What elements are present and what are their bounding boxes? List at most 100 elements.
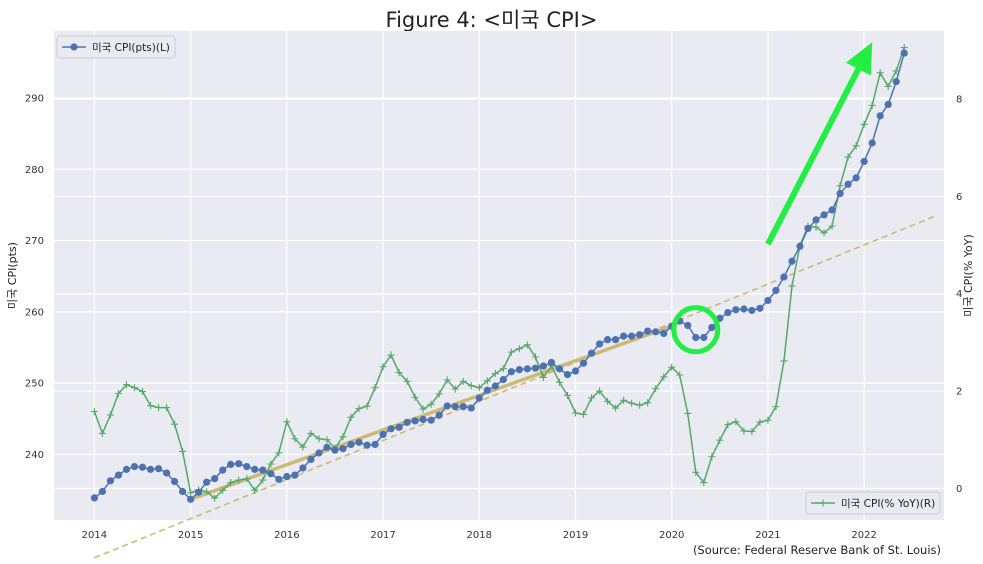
legend-yoy-marker — [819, 499, 827, 507]
cpi-point — [235, 460, 243, 468]
cpi-point — [620, 332, 628, 340]
x-tick-label: 2020 — [659, 530, 684, 541]
cpi-point — [371, 440, 379, 449]
cpi-point — [828, 206, 836, 214]
yoy-point — [243, 475, 251, 483]
yoy-point — [211, 494, 219, 502]
cpi-series — [90, 49, 908, 503]
highlight-annotations — [671, 42, 873, 355]
left-y-tick-label: 250 — [25, 379, 44, 390]
yoy-point — [604, 397, 612, 405]
cpi-point — [130, 462, 139, 471]
cpi-point — [796, 242, 804, 250]
right-y-tick-label: 2 — [956, 387, 962, 398]
cpi-point — [836, 189, 844, 198]
yoy-point — [636, 401, 644, 409]
legend-yoy: 미국 CPI(% YoY)(R) — [805, 491, 941, 515]
yoy-point — [788, 282, 796, 290]
yoy-point — [122, 381, 130, 389]
yoy-point — [491, 370, 499, 378]
cpi-point — [363, 441, 371, 449]
yoy-point — [147, 402, 155, 410]
x-tick-label: 2018 — [467, 530, 492, 541]
cpi-point — [900, 49, 908, 57]
legend-yoy-label: 미국 CPI(% YoY)(R) — [841, 498, 935, 510]
cpi-point — [243, 462, 251, 471]
left-axis-label: 미국 CPI(pts) — [6, 242, 19, 309]
yoy-point — [499, 365, 507, 373]
right-y-tick-label: 4 — [956, 289, 962, 300]
legend-cpi: 미국 CPI(pts)(L) — [56, 35, 176, 59]
trend-arrow-head — [845, 42, 873, 76]
x-tick-label: 2015 — [178, 530, 203, 541]
cpi-point — [812, 216, 820, 224]
cpi-point — [170, 477, 179, 486]
yoy-point — [820, 229, 828, 237]
yoy-point — [868, 101, 876, 109]
cpi-point — [892, 78, 900, 86]
x-tick-label: 2014 — [82, 530, 107, 541]
cpi-point — [748, 306, 756, 315]
yoy-point — [187, 489, 195, 497]
yoy-point — [403, 377, 411, 385]
dashed-trend-line — [94, 214, 937, 559]
yoy-point — [612, 404, 620, 412]
cpi-point — [788, 257, 796, 265]
plot-background — [54, 31, 944, 520]
cpi-point — [652, 328, 660, 336]
yoy-point — [571, 409, 579, 417]
cpi-point — [772, 286, 780, 295]
cpi-point — [868, 139, 876, 147]
cpi-point — [523, 365, 531, 373]
yoy-point — [716, 436, 724, 444]
cpi-point — [179, 487, 187, 496]
cpi-point — [764, 296, 772, 305]
cpi-point — [122, 465, 131, 473]
yoy-point — [323, 436, 331, 444]
cpi-point — [636, 331, 644, 339]
yoy-point — [764, 416, 772, 424]
x-tick-labels: 2014 2015 2016 2017 2018 2019 2020 2021 2022 — [82, 530, 877, 541]
cpi-point — [499, 375, 507, 384]
cpi-point — [411, 417, 419, 425]
cpi-point — [106, 477, 115, 485]
yoy-point — [523, 341, 531, 349]
cpi-point — [595, 340, 604, 348]
cpi-point — [355, 438, 363, 446]
cpi-point — [451, 403, 459, 411]
cpi-point — [547, 358, 556, 367]
cpi-point — [211, 475, 219, 483]
source-note: (Source: Federal Reserve Bank of St. Lou… — [692, 543, 941, 557]
cpi-point — [724, 308, 732, 317]
cpi-point — [307, 455, 315, 464]
cpi-point — [323, 443, 331, 451]
yoy-point — [227, 479, 235, 487]
yoy-point — [459, 377, 467, 385]
yoy-point — [355, 405, 363, 413]
yoy-point — [283, 418, 291, 426]
yoy-point — [387, 351, 395, 359]
yoy-point — [475, 384, 483, 392]
cpi-point — [844, 180, 852, 188]
right-y-tick-label: 8 — [956, 95, 962, 106]
x-tick-label: 2017 — [370, 530, 395, 541]
cpi-point — [459, 403, 467, 411]
cpi-point — [267, 470, 275, 478]
cpi-point — [700, 333, 708, 342]
right-y-tick-labels: 0 2 4 6 8 — [956, 95, 962, 495]
cpi-point — [515, 365, 523, 374]
chart-title: Figure 4: <미국 CPI> — [385, 8, 598, 32]
cpi-point — [876, 112, 884, 120]
x-tick-label: 2019 — [563, 530, 588, 541]
yoy-point — [852, 142, 860, 150]
cpi-point — [291, 471, 299, 479]
yoy-point — [235, 476, 243, 484]
yoy-point — [692, 468, 700, 476]
yoy-point — [507, 348, 515, 356]
left-y-tick-label: 260 — [25, 307, 44, 318]
cpi-point — [203, 478, 211, 486]
yoy-point — [307, 429, 315, 437]
yoy-point — [114, 389, 122, 397]
cpi-point — [571, 367, 580, 375]
yoy-point — [876, 69, 884, 77]
